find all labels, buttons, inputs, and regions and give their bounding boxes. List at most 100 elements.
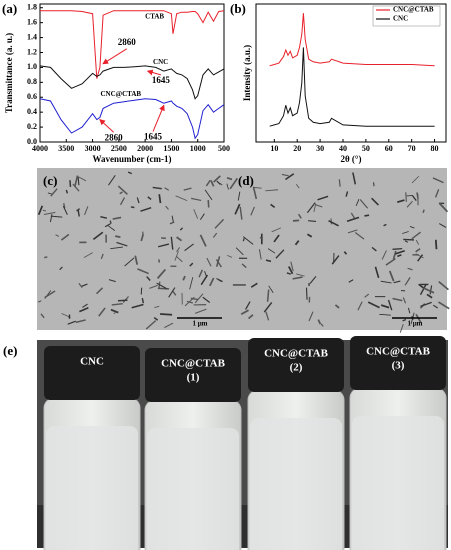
nanocrystal <box>122 296 129 303</box>
y-tick-label: 0.6 <box>27 92 37 101</box>
nanocrystal <box>37 300 42 303</box>
nanocrystal <box>119 191 123 195</box>
nanocrystal <box>309 276 317 284</box>
vial: CNC@CTAB (3) <box>349 336 447 550</box>
nanocrystal <box>229 177 238 190</box>
nanocrystal <box>168 287 176 298</box>
nanocrystal <box>160 313 173 316</box>
nanocrystal <box>395 250 405 255</box>
vial-cap <box>145 348 241 402</box>
nanocrystal <box>426 293 433 299</box>
nanocrystal <box>212 232 218 238</box>
nanocrystal <box>281 173 289 177</box>
nanocrystal <box>317 319 322 325</box>
nanocrystal <box>194 293 204 304</box>
vial-label: CNC@CTAB <box>264 348 328 360</box>
nanocrystal <box>407 267 413 271</box>
nanocrystal <box>106 224 116 231</box>
nanocrystal <box>84 206 89 216</box>
y-tick-label: 0.8 <box>27 77 37 86</box>
panel-label: (a) <box>2 1 17 16</box>
nanocrystal <box>174 251 179 261</box>
nanocrystal <box>216 180 221 185</box>
nanocrystal <box>438 301 450 310</box>
nanocrystal <box>47 192 52 195</box>
nanocrystal <box>206 257 212 267</box>
nanocrystal <box>77 209 80 217</box>
nanocrystal <box>245 301 251 310</box>
y-tick-label: 1.2 <box>27 47 37 56</box>
nanocrystal <box>347 229 358 234</box>
nanocrystal <box>415 239 420 245</box>
nanocrystal <box>152 186 162 190</box>
nanocrystal <box>313 203 317 213</box>
x-axis-label: 2θ (°) <box>340 154 361 164</box>
nanocrystal <box>72 183 80 192</box>
nanocrystal <box>402 318 407 322</box>
nanocrystal <box>199 234 207 247</box>
nanocrystal <box>226 176 234 181</box>
nanocrystal <box>79 306 89 313</box>
nanocrystal <box>290 261 294 272</box>
series-label: CTAB <box>145 12 164 20</box>
nanocrystal <box>158 194 162 204</box>
y-axis-label: Intensity (a.u.) <box>242 45 252 101</box>
nanocrystal <box>250 206 255 216</box>
nanocrystal <box>292 276 303 280</box>
nanocrystal <box>92 231 104 241</box>
x-tick-label: 70 <box>408 144 416 153</box>
photo: CNC CNC@CTAB (1) CNC@CTAB (2) CNC@CTAB (3) <box>37 336 448 550</box>
nanocrystal <box>393 280 401 284</box>
vial-cap <box>248 338 344 392</box>
nanocrystal <box>200 274 209 286</box>
nanocrystal <box>100 253 104 260</box>
nanocrystal <box>417 254 424 262</box>
nanocrystal <box>186 300 194 304</box>
nanocrystal <box>214 218 225 229</box>
nanocrystal <box>296 273 305 277</box>
nanocrystal <box>109 220 112 224</box>
vial-cap <box>350 336 446 390</box>
nanocrystal <box>383 223 387 227</box>
nanocrystal <box>189 262 194 267</box>
nanocrystal <box>202 296 211 303</box>
nanocrystal <box>306 202 316 214</box>
nanocrystal <box>241 263 247 269</box>
nanocrystal <box>204 189 213 201</box>
nanocrystal <box>295 183 300 189</box>
x-tick-label: 20 <box>293 144 301 153</box>
nanocrystal <box>136 197 140 204</box>
panel-label: (c) <box>43 173 57 188</box>
series-label: CNC <box>153 58 168 66</box>
nanocrystal <box>411 231 421 240</box>
nanocrystal <box>110 308 119 314</box>
y-tick-label: 0.0 <box>27 137 37 146</box>
nanocrystal <box>141 297 145 304</box>
nanocrystal <box>381 250 387 260</box>
nanocrystal <box>175 255 183 263</box>
x-tick-label: 80 <box>431 144 439 153</box>
nanocrystal <box>165 205 169 210</box>
nanocrystal <box>124 257 135 267</box>
nanocrystal <box>175 195 188 201</box>
nanocrystal <box>137 268 149 275</box>
nanocrystal <box>43 211 56 216</box>
nanocrystal <box>392 297 403 302</box>
nanocrystal <box>112 216 122 220</box>
x-tick-label: 3000 <box>85 144 101 153</box>
x-tick-label: 50 <box>362 144 370 153</box>
y-axis-label: Transmittance (a. u.) <box>4 33 14 113</box>
nanocrystal <box>397 254 402 258</box>
nanocrystal <box>110 246 123 250</box>
y-tick-label: 1.4 <box>27 32 37 41</box>
nanocrystal <box>78 282 83 288</box>
nanocrystal <box>387 299 393 311</box>
nanocrystal <box>60 233 70 241</box>
panel-label: (d) <box>238 173 254 188</box>
x-tick-label: 10 <box>270 144 278 153</box>
nanocrystal <box>179 227 184 231</box>
x-tick-label: 1500 <box>163 144 179 153</box>
nanocrystal <box>357 301 363 311</box>
nanocrystal <box>75 319 86 324</box>
